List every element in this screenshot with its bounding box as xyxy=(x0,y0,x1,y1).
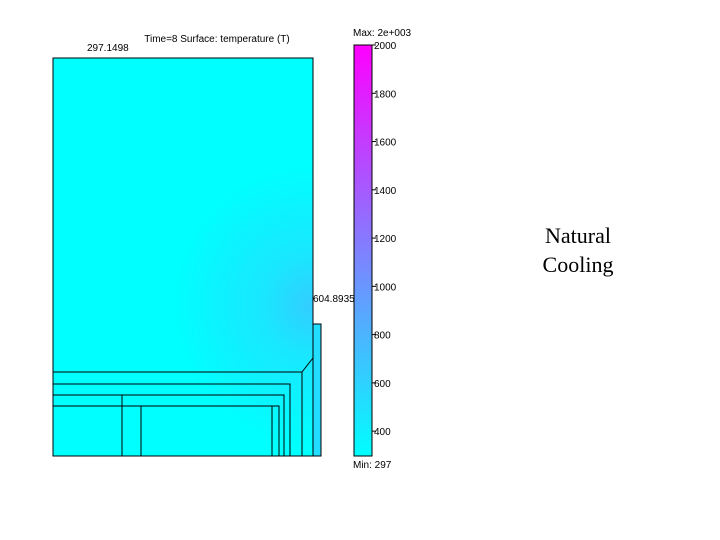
colorbar-tick-label: 800 xyxy=(374,331,391,342)
colorbar-ramp xyxy=(353,44,373,457)
colorbar-max: Max: 2e+003 xyxy=(353,28,412,39)
colorbar-tick-label: 1800 xyxy=(374,89,397,100)
colorbar-tick-label: 2000 xyxy=(374,41,397,52)
colorbar-tick-label: 1600 xyxy=(374,138,397,149)
colorbar-tick-label: 1200 xyxy=(374,234,397,245)
colorbar: Max: 2e+003 Min: 297 400 600 800 1000 1200 14… xyxy=(353,28,412,471)
plot-title: Time=8 Surface: temperature (T) xyxy=(144,34,290,45)
colorbar-tick-label: 400 xyxy=(374,427,391,438)
colorbar-min: Min: 297 xyxy=(353,460,392,471)
max-annotation: 604.8935 xyxy=(313,294,355,305)
colorbar-tick-label: 1400 xyxy=(374,186,397,197)
domain-main xyxy=(52,57,314,457)
domain-notch xyxy=(312,323,322,457)
colorbar-tick-label: 600 xyxy=(374,379,391,390)
side-label: Natural xyxy=(545,223,611,248)
min-annotation: 297.1498 xyxy=(87,43,129,54)
side-label: Cooling xyxy=(543,252,614,277)
domain-edges xyxy=(53,300,314,456)
colorbar-tick-label: 1000 xyxy=(374,282,397,293)
domain xyxy=(52,57,322,457)
